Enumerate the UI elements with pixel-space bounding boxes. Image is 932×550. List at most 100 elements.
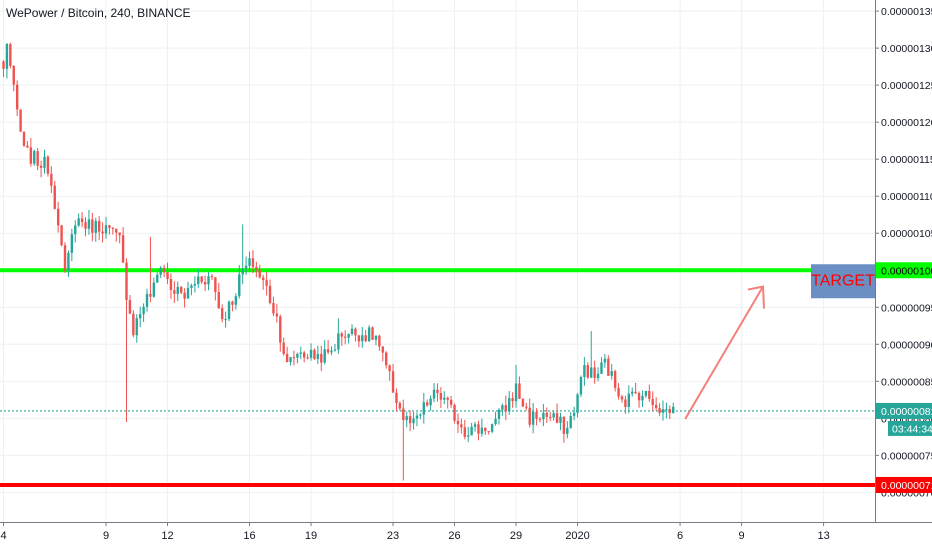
candle-down: [504, 405, 507, 412]
candle-up: [644, 390, 648, 396]
candle-down: [402, 408, 405, 421]
candle-up: [429, 398, 432, 406]
price-tick-label: 0.00000095: [881, 302, 932, 314]
candle-down: [487, 431, 490, 433]
candle-down: [91, 219, 94, 233]
candle-up: [467, 435, 470, 437]
candle-up: [77, 218, 80, 226]
price-tick-label: 0.00000125: [881, 80, 932, 92]
candle-up: [337, 333, 340, 350]
candle-down: [607, 358, 610, 376]
candle-down: [518, 383, 521, 399]
candle-up: [244, 265, 248, 269]
target-price-badge-label: 0.00000100: [881, 265, 932, 277]
candle-down: [453, 404, 456, 421]
candle-up: [299, 352, 302, 354]
candle-up: [67, 252, 70, 271]
candle-up: [542, 412, 545, 420]
candle-down: [63, 245, 67, 271]
candle-up: [296, 353, 299, 358]
candle-down: [371, 327, 374, 340]
candle-up: [197, 276, 200, 284]
candlestick-series: [2, 42, 675, 481]
candle-down: [306, 357, 309, 359]
support-price-badge-label: 0.00000071: [881, 480, 932, 492]
candle-up: [596, 373, 600, 379]
candle-down: [436, 389, 439, 394]
candle-down: [60, 225, 63, 246]
candle-up: [480, 427, 484, 434]
candle-down: [658, 408, 661, 413]
candle-down: [15, 84, 19, 110]
candle-down: [525, 406, 528, 408]
candle-up: [590, 367, 593, 378]
candle-up: [159, 267, 162, 275]
candle-down: [617, 387, 620, 397]
candle-down: [624, 399, 627, 407]
candle-up: [672, 406, 675, 414]
candle-down: [344, 336, 347, 338]
candle-up: [43, 156, 46, 168]
candle-down: [56, 208, 60, 226]
candle-down: [19, 109, 22, 132]
candle-down: [282, 342, 285, 355]
candle-up: [443, 397, 446, 400]
time-axis-bg: [0, 522, 932, 550]
candle-down: [251, 258, 255, 267]
candle-up: [330, 350, 333, 353]
candle-up: [33, 151, 36, 164]
price-levels: [0, 268, 875, 487]
candle-up: [142, 306, 145, 315]
candle-up: [347, 333, 350, 338]
candle-down: [381, 346, 384, 353]
candle-down: [26, 145, 29, 148]
candle-up: [5, 43, 9, 69]
candle-down: [562, 416, 566, 434]
candle-down: [149, 293, 152, 297]
candle-up: [248, 258, 251, 266]
candle-up: [152, 282, 156, 297]
price-tick-label: 0.00000075: [881, 450, 932, 462]
candle-up: [569, 415, 572, 429]
price-tick-label: 0.00000135: [881, 6, 932, 18]
candle-down: [668, 409, 672, 414]
candle-down: [275, 313, 279, 317]
candle-up: [600, 362, 603, 374]
current-price-badge-label: 0.00000081: [881, 406, 932, 418]
candle-down: [545, 412, 549, 417]
candle-down: [654, 404, 658, 409]
candle-up: [566, 428, 569, 434]
price-tick-label: 0.00000120: [881, 117, 932, 129]
candle-up: [350, 328, 354, 334]
candle-down: [115, 228, 118, 233]
time-tick-label: 6: [677, 530, 683, 542]
candle-down: [511, 398, 514, 402]
price-axis[interactable]: 0.000000700.000000750.000000800.00000085…: [875, 0, 932, 550]
candle-down: [637, 393, 641, 401]
target-label: TARGET: [811, 272, 875, 289]
time-axis[interactable]: 4 9 12 16 19 23 26 29 2020 6 9 13: [0, 522, 932, 550]
candle-up: [641, 395, 644, 401]
candle-up: [665, 409, 668, 411]
candle-down: [408, 416, 412, 424]
candle-up: [508, 398, 511, 412]
candle-up: [316, 353, 320, 359]
candle-up: [419, 414, 422, 416]
candle-down: [555, 413, 559, 423]
candle-up: [405, 416, 408, 421]
candle-down: [258, 269, 261, 278]
target-label-box: [811, 264, 875, 299]
candle-up: [190, 285, 193, 289]
candle-down: [593, 367, 596, 379]
candle-down: [426, 402, 429, 406]
candle-down: [214, 277, 217, 292]
target-arrowhead: [747, 285, 765, 309]
candle-down: [220, 308, 224, 320]
candle-up: [473, 424, 477, 427]
candle-down: [272, 303, 275, 314]
candle-down: [364, 335, 367, 342]
candle-down: [46, 156, 50, 174]
candle-up: [156, 274, 159, 283]
time-tick-label: 12: [161, 530, 173, 542]
